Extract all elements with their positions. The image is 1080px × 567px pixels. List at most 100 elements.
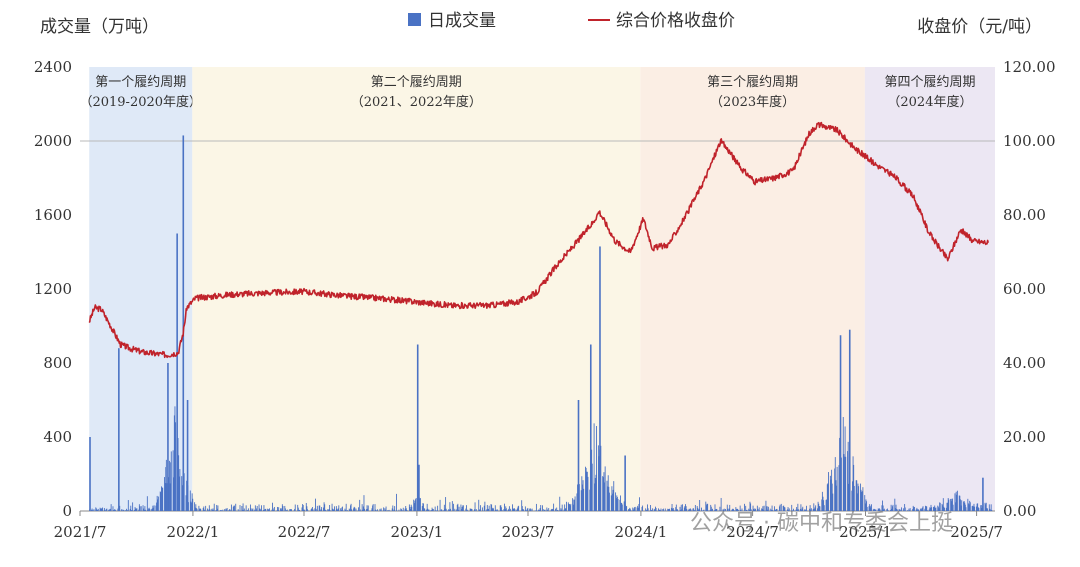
volume-bar (333, 509, 335, 511)
volume-bar (980, 505, 982, 511)
volume-bar (155, 505, 157, 511)
volume-bar (873, 509, 875, 511)
volume-bar (600, 445, 602, 511)
volume-bar (293, 510, 295, 511)
volume-bar (243, 510, 245, 511)
volume-bar (623, 501, 625, 511)
volume-bar (474, 502, 476, 511)
volume-bar (942, 505, 944, 511)
volume-bar (497, 510, 499, 511)
volume-bar (980, 505, 982, 511)
volume-bar (972, 506, 974, 511)
volume-spike (624, 455, 626, 511)
volume-bar (672, 508, 674, 511)
volume-bar (591, 449, 593, 511)
volume-bar (100, 508, 102, 511)
volume-bar (413, 503, 415, 511)
volume-spike (577, 400, 580, 511)
volume-bar (693, 508, 694, 511)
x-tick-label: 2023/1 (391, 523, 444, 541)
volume-bar (950, 498, 952, 511)
period-title-2: 第二个履约周期 (371, 75, 462, 90)
volume-bar (273, 510, 275, 511)
volume-bar (799, 508, 801, 511)
volume-bar (526, 510, 528, 511)
volume-bar (603, 472, 605, 511)
volume-bar (610, 495, 612, 511)
volume-bar (514, 509, 516, 511)
volume-bar (666, 510, 668, 511)
volume-bar (955, 502, 957, 511)
volume-bar (402, 507, 404, 511)
volume-bar (456, 504, 458, 511)
volume-bar (423, 503, 424, 511)
volume-bar (470, 508, 472, 511)
volume-bar (862, 487, 864, 511)
volume-bar (723, 509, 725, 511)
volume-bar (722, 509, 724, 511)
volume-bar (641, 506, 643, 511)
volume-bar (620, 495, 621, 511)
volume-bar (364, 508, 366, 511)
volume-bar (238, 510, 240, 511)
volume-bar (904, 504, 906, 511)
volume-spike (89, 437, 91, 511)
volume-bar (969, 500, 971, 511)
volume-bar (426, 503, 428, 511)
volume-bar (130, 505, 132, 511)
volume-bar (921, 507, 923, 511)
volume-bar (140, 506, 142, 511)
volume-bar (805, 509, 807, 511)
volume-bar (458, 506, 460, 511)
volume-bar (569, 504, 571, 511)
volume-bar (744, 503, 745, 511)
volume-bar (338, 505, 340, 511)
left-axis-title: 成交量（万吨） (40, 17, 159, 37)
volume-bar (737, 508, 739, 511)
volume-bar (102, 507, 103, 511)
volume-bar (741, 508, 743, 511)
volume-bar (508, 508, 510, 511)
right-tick-label: 40.00 (1003, 354, 1046, 372)
volume-bar (594, 483, 596, 511)
volume-bar (774, 506, 775, 511)
volume-bar (752, 505, 754, 511)
left-tick-label: 400 (43, 428, 72, 446)
volume-bar (351, 509, 353, 511)
volume-bar (912, 505, 914, 511)
volume-bar (736, 509, 737, 511)
volume-bar (758, 507, 760, 511)
volume-bar (628, 509, 629, 511)
volume-bar (573, 499, 575, 511)
volume-bar (952, 504, 954, 511)
volume-bar (792, 510, 794, 511)
volume-bar (961, 500, 963, 511)
left-tick-label: 1200 (34, 280, 72, 298)
volume-bar (611, 486, 613, 511)
volume-bar (138, 504, 140, 511)
volume-bar (578, 484, 580, 511)
volume-bar (190, 501, 192, 511)
volume-bar (629, 508, 631, 511)
volume-bar (818, 503, 820, 511)
volume-bar (706, 503, 708, 511)
volume-bar (135, 508, 137, 511)
volume-bar (337, 508, 339, 511)
volume-bar (920, 509, 922, 511)
volume-bar (729, 504, 731, 511)
volume-bar (847, 451, 849, 511)
volume-bar (886, 509, 888, 511)
volume-bar (823, 500, 825, 511)
volume-bar (645, 508, 647, 511)
volume-bar (251, 509, 253, 511)
volume-bar (899, 509, 901, 511)
volume-spike (167, 363, 169, 511)
volume-bar (931, 507, 933, 511)
volume-bar (325, 510, 327, 511)
volume-bar (689, 509, 691, 511)
volume-bar (186, 480, 188, 511)
volume-bar (173, 477, 175, 511)
x-tick-label: 2025/7 (950, 523, 1003, 541)
volume-bar (921, 508, 923, 511)
volume-bar (586, 471, 588, 511)
